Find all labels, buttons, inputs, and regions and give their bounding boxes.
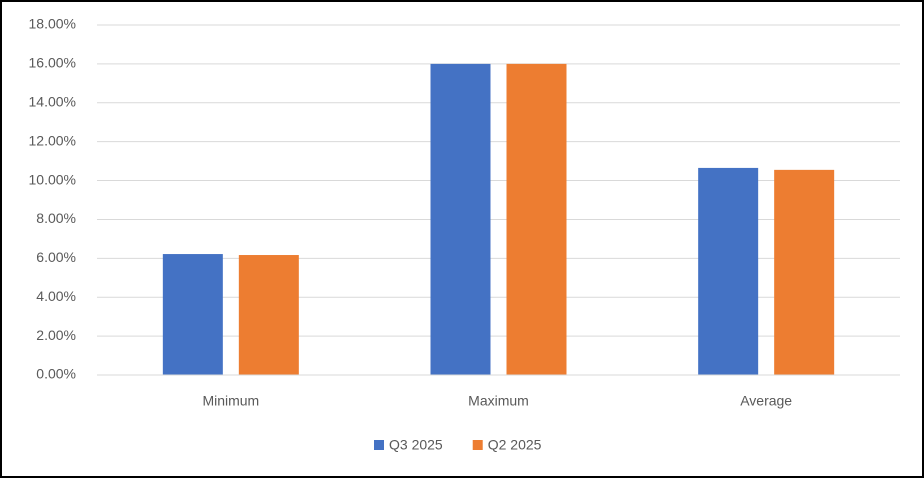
y-tick-label: 10.00% (29, 171, 76, 187)
bar (430, 63, 491, 376)
y-tick-label: 12.00% (29, 132, 76, 148)
y-tick-label: 14.00% (29, 93, 76, 109)
x-tick-label: Minimum (202, 393, 259, 409)
y-tick-label: 8.00% (36, 210, 76, 226)
bar (238, 255, 299, 375)
y-tick-label: 4.00% (36, 288, 76, 304)
legend-label: Q2 2025 (488, 437, 542, 453)
legend-label: Q3 2025 (389, 437, 443, 453)
bar (698, 167, 759, 375)
x-tick-label: Average (740, 393, 792, 409)
y-tick-label: 18.00% (29, 16, 76, 32)
y-tick-label: 0.00% (36, 366, 76, 382)
legend-swatch (472, 440, 483, 450)
bar (774, 169, 835, 375)
bar (506, 63, 567, 376)
y-tick-label: 2.00% (36, 327, 76, 343)
legend-swatch (374, 440, 384, 450)
y-tick-label: 6.00% (36, 249, 76, 265)
x-tick-label: Maximum (468, 393, 529, 409)
y-tick-label: 16.00% (29, 55, 76, 71)
bar (162, 254, 223, 375)
